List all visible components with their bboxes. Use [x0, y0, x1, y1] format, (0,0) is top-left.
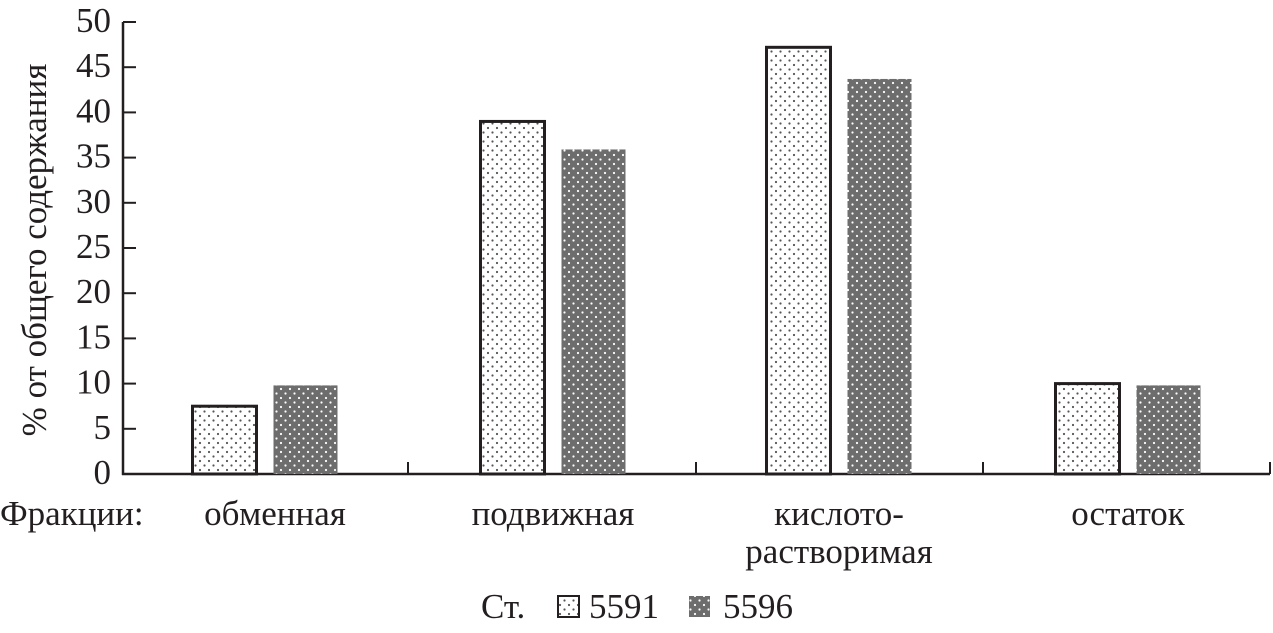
x-axis-prefix: Фракции: [0, 494, 144, 533]
bar-5596-1 [561, 149, 626, 475]
y-tick-label: 30 [76, 182, 111, 221]
bar-5591-1 [479, 119, 546, 476]
y-tick-label: 45 [76, 46, 111, 85]
legend: Ст. 5591 5596 [481, 587, 793, 626]
x-tick-labels: обменная подвижная кислото-растворимая оста… [204, 494, 1186, 571]
y-tick-label: 5 [94, 408, 112, 447]
x-tick-label: обменная [204, 494, 346, 533]
y-tick-label: 40 [76, 91, 111, 130]
bar-5591-0 [191, 404, 258, 476]
y-axis-label: % от общего содержания [15, 64, 54, 437]
x-tick-label: кислото- [774, 494, 904, 533]
legend-label-5591: 5591 [589, 587, 659, 626]
y-tick-label: 0 [94, 453, 112, 492]
bar-5596-2 [847, 78, 912, 475]
bar-5591-2 [765, 45, 832, 476]
bar-5591-3 [1054, 382, 1121, 476]
y-tick-label: 15 [76, 317, 111, 356]
x-tick-label: растворимая [745, 532, 932, 571]
legend-prefix: Ст. [481, 587, 525, 626]
y-tick-label: 50 [76, 1, 111, 40]
legend-swatch-5596 [689, 596, 710, 617]
legend-swatch-5591 [557, 595, 580, 618]
y-tick-label: 25 [76, 227, 111, 266]
y-tick-label: 35 [76, 137, 111, 176]
legend-label-5596: 5596 [723, 587, 793, 626]
y-tick-label: 10 [76, 363, 111, 402]
bar-5596-0 [273, 385, 338, 474]
bars [191, 45, 1201, 476]
x-tick-label: остаток [1071, 494, 1186, 533]
y-tick-label: 20 [76, 272, 111, 311]
bar-5596-3 [1136, 385, 1201, 474]
axes: 0 5 10 15 20 25 30 35 40 45 50 [76, 1, 1271, 492]
x-tick-label: подвижная [472, 494, 635, 533]
